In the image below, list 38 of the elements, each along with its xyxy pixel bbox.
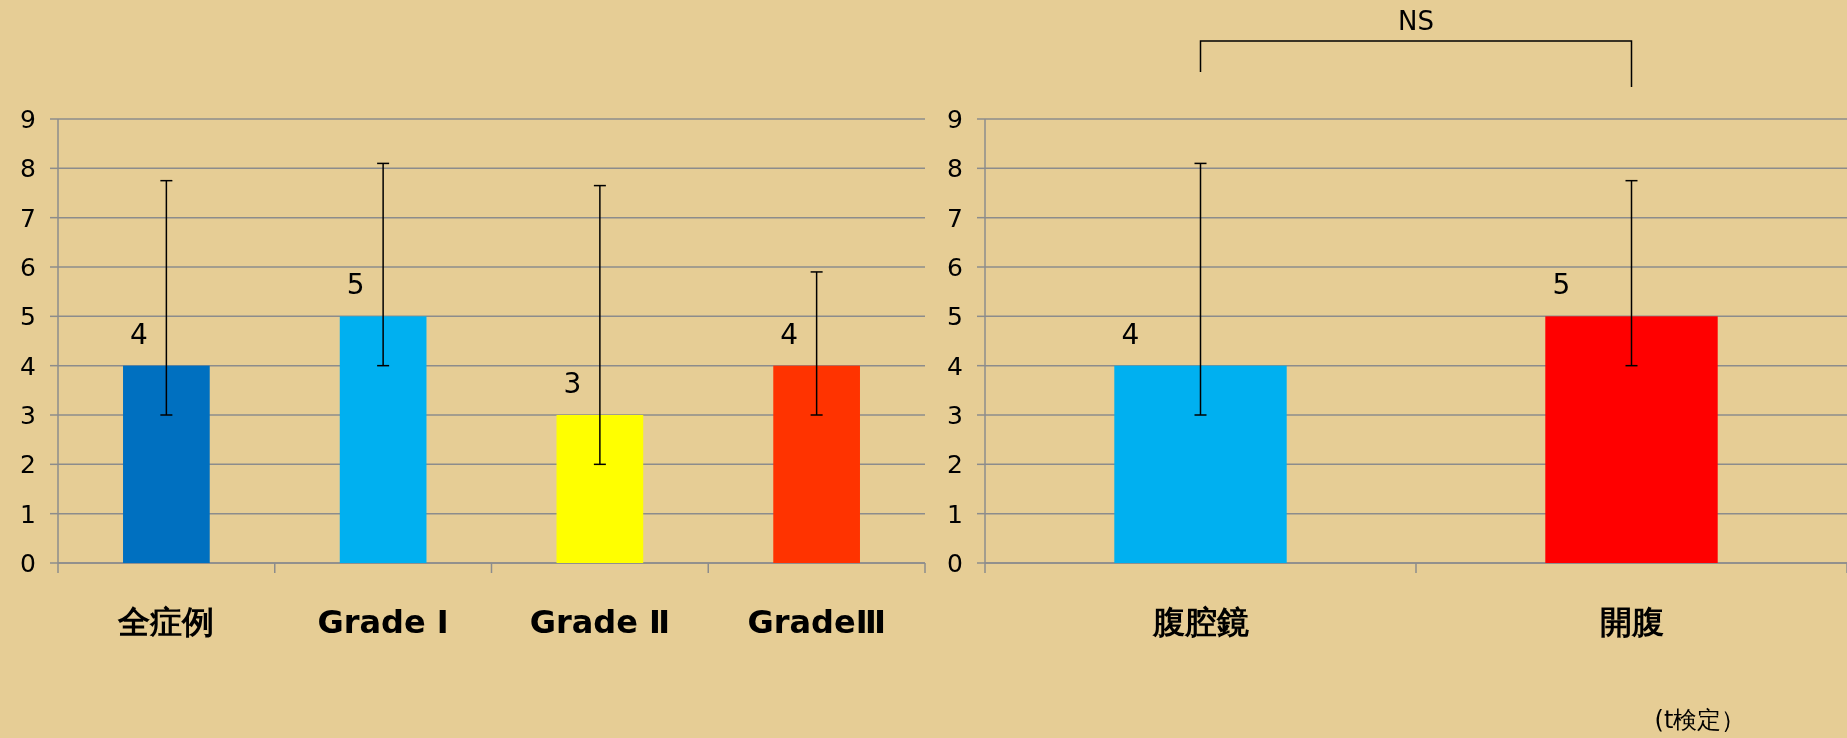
y-tick-label: 7 [20, 203, 36, 233]
y-tick-label: 9 [20, 105, 36, 134]
x-tick-label: GradeⅢ [747, 603, 886, 641]
y-tick-label: 8 [947, 154, 963, 184]
x-tick-label: Grade Ⅰ [317, 603, 449, 641]
text: NS [1398, 6, 1434, 36]
bar [773, 365, 860, 563]
x-tick-label: 全症例 [117, 603, 215, 641]
y-tick-label: 4 [947, 351, 963, 381]
bar [123, 365, 210, 563]
y-tick-label: 4 [20, 351, 36, 381]
y-tick-label: 9 [947, 105, 963, 134]
y-tick-label: 6 [947, 253, 963, 282]
x-tick-label: 腹腔鏡 [1151, 603, 1249, 641]
y-tick-label: 3 [20, 401, 36, 430]
y-tick-label: 0 [947, 549, 963, 578]
y-tick-label: 5 [947, 302, 963, 332]
x-tick-label: 開腹 [1599, 603, 1664, 641]
y-tick-label: 2 [947, 450, 963, 480]
data-label: 4 [130, 317, 148, 351]
y-tick-label: 0 [20, 549, 36, 578]
x-tick-label: Grade Ⅱ [529, 603, 671, 641]
y-tick-label: 8 [20, 154, 36, 184]
y-tick-label: 5 [20, 302, 36, 332]
bar [556, 415, 644, 563]
data-label: 4 [780, 317, 799, 351]
data-label: 4 [1121, 317, 1140, 351]
y-tick-label: 1 [20, 499, 36, 529]
bar [339, 316, 427, 563]
y-tick-label: 2 [20, 450, 36, 480]
data-label: 5 [1552, 268, 1571, 302]
y-tick-label: 1 [947, 499, 963, 529]
data-label: 3 [563, 367, 582, 400]
y-tick-label: 3 [947, 401, 963, 430]
text: (t検定） [1654, 706, 1746, 734]
data-label: 5 [346, 268, 365, 302]
y-tick-label: 6 [20, 253, 36, 282]
y-tick-label: 7 [947, 203, 963, 233]
